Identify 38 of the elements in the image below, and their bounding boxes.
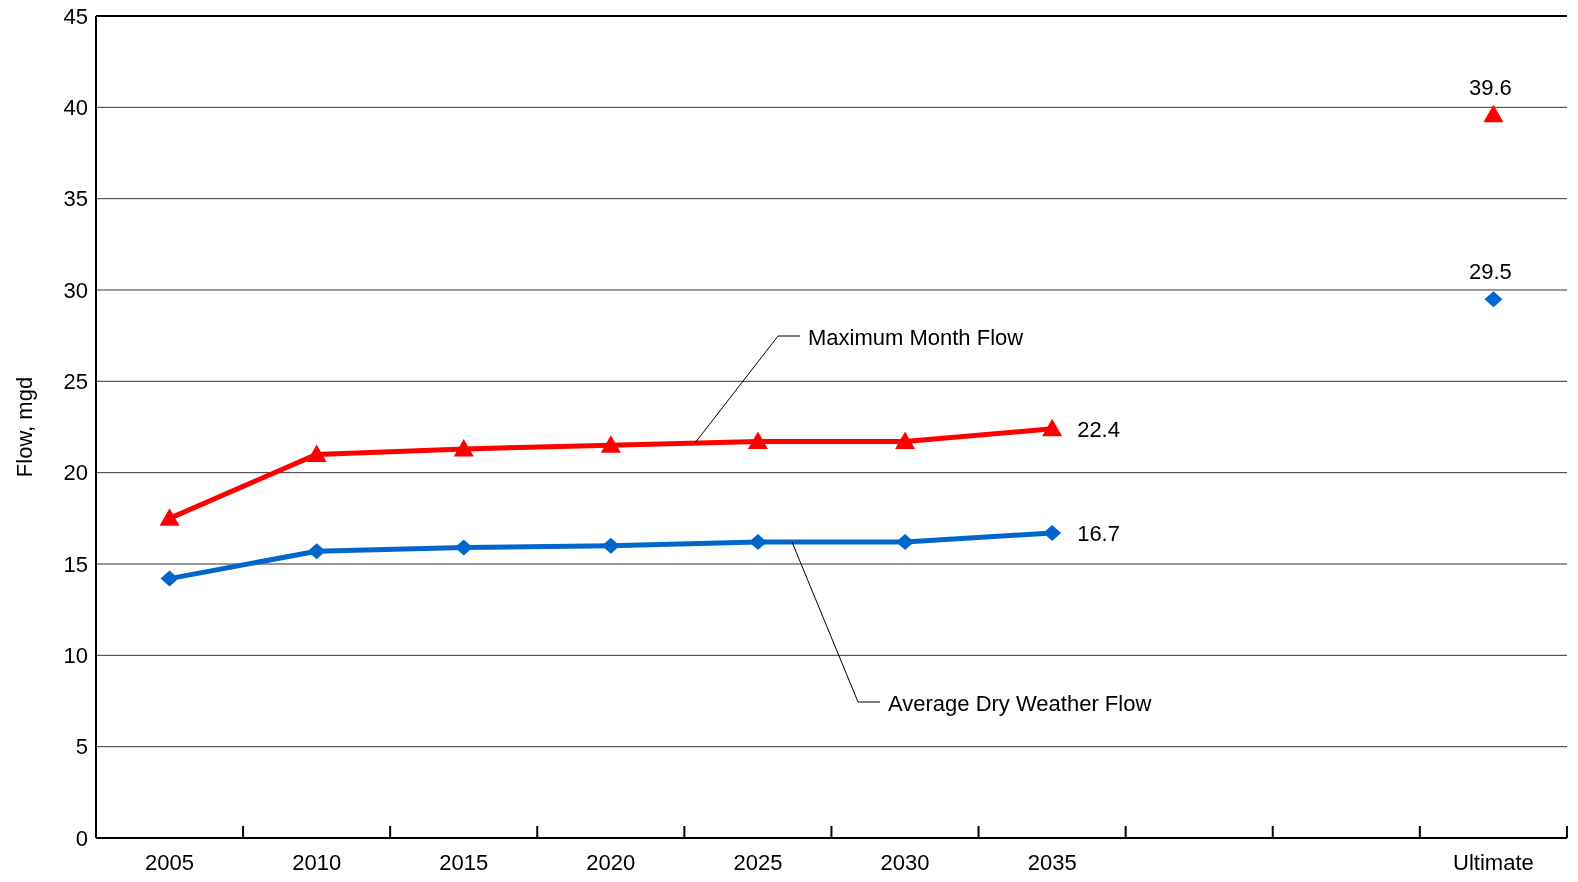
point bbox=[1483, 104, 1504, 123]
x-tick-label: 2015 bbox=[439, 849, 489, 875]
point bbox=[600, 435, 621, 453]
text: Maximum Month Flow bbox=[808, 325, 1024, 350]
x-tick-label: 2005 bbox=[145, 849, 195, 875]
point bbox=[1042, 418, 1063, 437]
point bbox=[1484, 291, 1503, 308]
data-label: 29.5 bbox=[1469, 259, 1512, 285]
point bbox=[454, 539, 473, 556]
data-label: 16.7 bbox=[1077, 520, 1120, 546]
point bbox=[747, 431, 768, 450]
y-tick-label: 15 bbox=[63, 551, 88, 577]
y-tick-label: 20 bbox=[63, 460, 88, 486]
y-tick-label: 35 bbox=[63, 186, 88, 212]
y-axis-title: Flow, mgd bbox=[11, 376, 37, 478]
x-tick-label: 2030 bbox=[880, 849, 930, 875]
point bbox=[1043, 524, 1062, 541]
y-tick-label: 25 bbox=[63, 369, 88, 395]
x-tick-label: 2010 bbox=[292, 849, 342, 875]
point bbox=[159, 508, 180, 526]
y-tick-label: 30 bbox=[63, 277, 88, 303]
y-tick-label: 5 bbox=[75, 734, 88, 760]
point bbox=[453, 438, 474, 457]
y-tick-label: 40 bbox=[63, 95, 88, 121]
x-tick-label: Ultimate bbox=[1453, 849, 1534, 875]
x-tick-label: 2035 bbox=[1027, 849, 1077, 875]
point bbox=[160, 570, 179, 587]
data-label: 39.6 bbox=[1469, 74, 1512, 100]
data-label: 22.4 bbox=[1077, 416, 1120, 442]
y-tick-label: 45 bbox=[63, 3, 88, 29]
y-tick-label: 0 bbox=[75, 825, 88, 851]
point bbox=[895, 431, 916, 450]
point bbox=[306, 444, 327, 462]
text: Average Dry Weather Flow bbox=[888, 691, 1152, 716]
x-tick-label: 2020 bbox=[586, 849, 636, 875]
y-tick-label: 10 bbox=[63, 643, 88, 669]
x-tick-label: 2025 bbox=[733, 849, 783, 875]
point bbox=[307, 543, 326, 560]
